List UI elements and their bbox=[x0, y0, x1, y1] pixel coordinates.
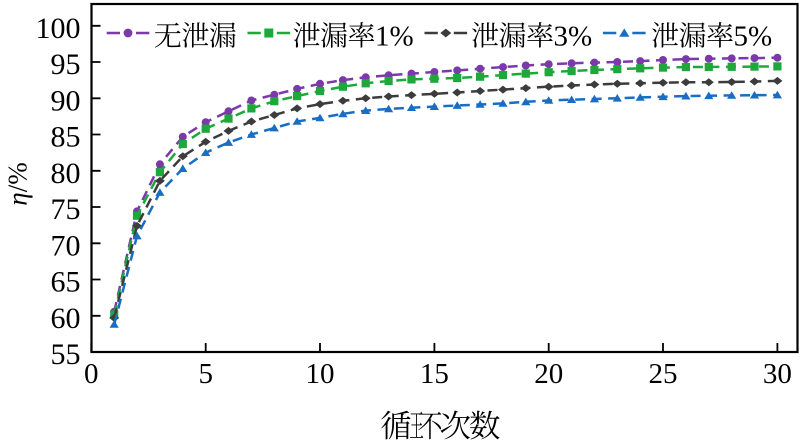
svg-text:5: 5 bbox=[198, 358, 213, 390]
svg-text:85: 85 bbox=[51, 121, 81, 154]
svg-text:25: 25 bbox=[649, 358, 678, 390]
svg-text:90: 90 bbox=[51, 84, 81, 117]
svg-text:η/%: η/% bbox=[3, 162, 33, 205]
svg-text:70: 70 bbox=[51, 229, 81, 262]
svg-text:65: 65 bbox=[51, 266, 81, 299]
svg-text:60: 60 bbox=[51, 302, 81, 335]
svg-text:0: 0 bbox=[84, 358, 99, 390]
svg-text:15: 15 bbox=[420, 358, 449, 390]
svg-text:1%: 1% bbox=[375, 21, 414, 53]
svg-text:10: 10 bbox=[306, 358, 335, 390]
svg-text:55: 55 bbox=[51, 338, 81, 371]
svg-text:80: 80 bbox=[51, 157, 81, 190]
svg-text:5%: 5% bbox=[734, 21, 773, 53]
svg-text:3%: 3% bbox=[554, 21, 593, 53]
svg-text:100: 100 bbox=[36, 12, 81, 45]
svg-text:75: 75 bbox=[51, 193, 81, 226]
svg-text:95: 95 bbox=[51, 48, 81, 81]
svg-text:30: 30 bbox=[763, 358, 792, 390]
svg-text:20: 20 bbox=[534, 358, 563, 390]
